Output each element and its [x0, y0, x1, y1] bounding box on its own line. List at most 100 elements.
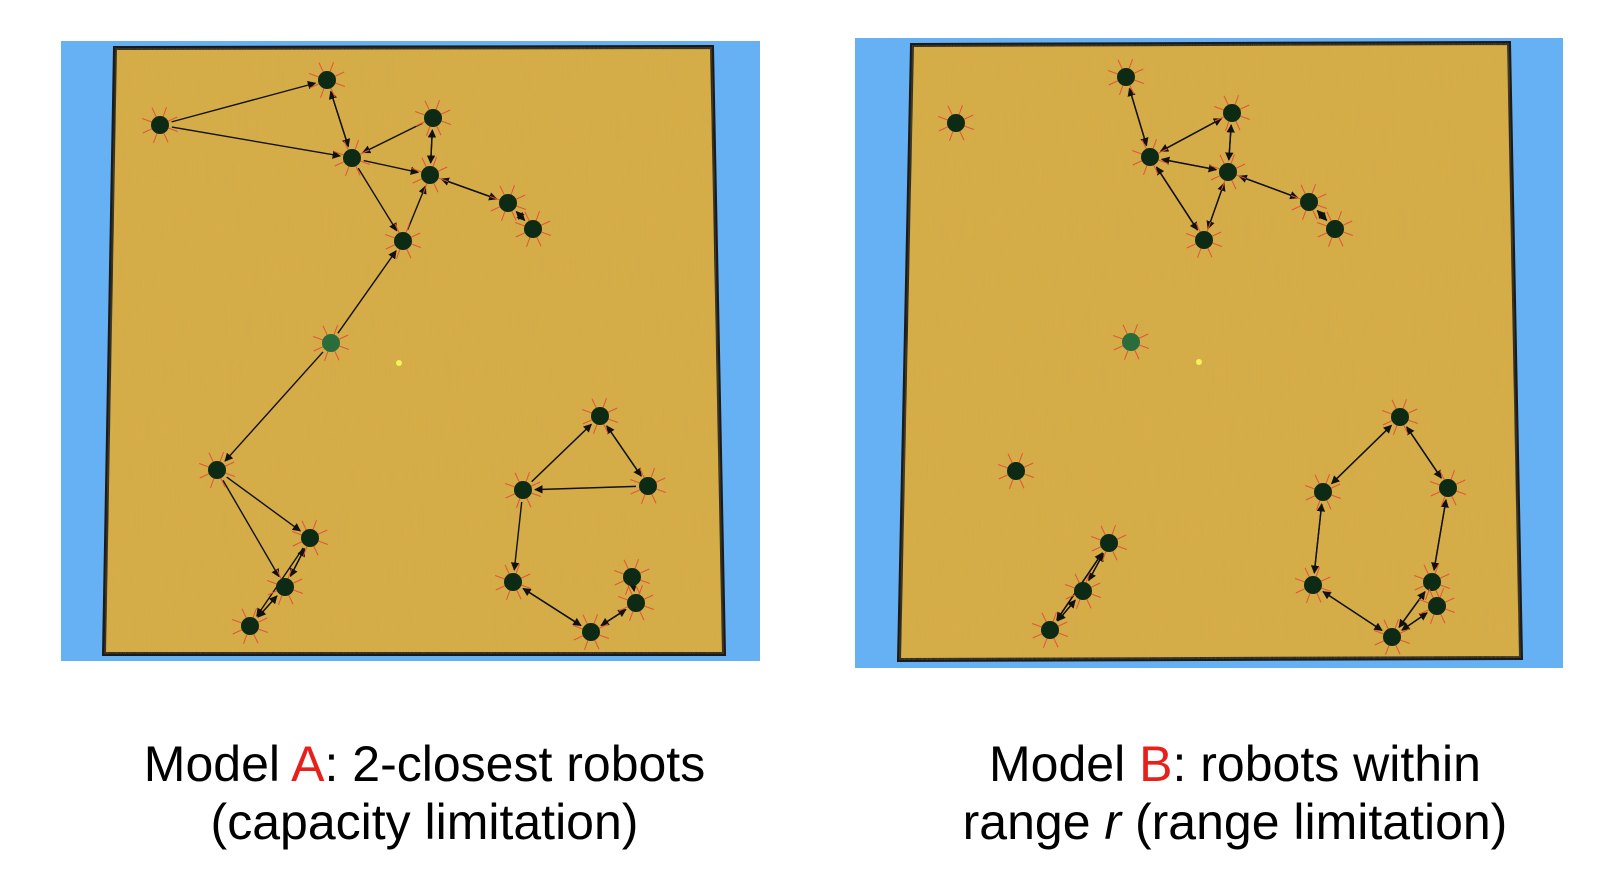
- robot-body: [1423, 573, 1441, 591]
- robot-body: [241, 617, 259, 635]
- robot-body: [318, 71, 336, 89]
- floor-grain-b: [899, 43, 1521, 660]
- robot: [1413, 563, 1451, 601]
- robot: [514, 210, 552, 248]
- robot-body: [1300, 193, 1318, 211]
- robot-body: [1117, 68, 1135, 86]
- robot-body: [1428, 597, 1446, 615]
- link-arrow: [531, 423, 592, 483]
- caption-b-prefix: Model: [989, 736, 1140, 792]
- robot: [494, 563, 532, 601]
- robot: [617, 584, 655, 622]
- robot-body: [1304, 576, 1322, 594]
- link-arrow: [1331, 424, 1393, 485]
- caption-b-line2-before: range: [962, 794, 1105, 850]
- link-arrow: [1406, 426, 1442, 479]
- caption-a-letter: A: [291, 736, 325, 792]
- link-arrow: [515, 211, 526, 221]
- link-arrow: [606, 425, 642, 477]
- caption-b-line2: range r (range limitation): [855, 793, 1614, 851]
- caption-b-suffix: : robots within: [1172, 736, 1481, 792]
- robot: [1131, 138, 1169, 176]
- robot: [312, 324, 350, 362]
- robot-body: [623, 568, 641, 586]
- link-arrow: [1155, 166, 1199, 231]
- robot: [937, 104, 975, 142]
- robot: [504, 471, 542, 509]
- robot-body: [1122, 333, 1140, 351]
- robot-body: [582, 623, 600, 641]
- robot-body: [208, 461, 226, 479]
- link-arrow: [1160, 156, 1217, 171]
- robot: [308, 61, 346, 99]
- robot-body: [1391, 408, 1409, 426]
- link-arrow: [357, 167, 398, 232]
- link-arrow: [522, 587, 582, 627]
- robot: [1418, 587, 1456, 625]
- robot-body: [421, 166, 439, 184]
- caption-a-line2: (capacity limitation): [210, 794, 639, 850]
- robot-body: [394, 232, 412, 250]
- robot-body: [301, 529, 319, 547]
- robot-body: [1219, 163, 1237, 181]
- link-arrow: [1160, 118, 1223, 152]
- robot: [333, 139, 371, 177]
- edges-a: [171, 81, 642, 627]
- target-dot: [396, 360, 402, 366]
- robot: [1112, 323, 1150, 361]
- robot-body: [343, 149, 361, 167]
- robot: [198, 451, 236, 489]
- link-arrow: [363, 159, 420, 175]
- caption-model-a: Model A: 2-closest robots (capacity limi…: [61, 735, 788, 851]
- robot: [629, 467, 667, 505]
- robot-body: [1223, 104, 1241, 122]
- link-arrow: [534, 485, 637, 494]
- robot-body: [151, 116, 169, 134]
- robot: [581, 397, 619, 435]
- link-arrow: [171, 81, 317, 123]
- robot: [414, 99, 452, 137]
- caption-a-prefix: Model: [143, 736, 292, 792]
- robot-body: [1007, 462, 1025, 480]
- robot-body: [524, 220, 542, 238]
- robot: [1209, 153, 1247, 191]
- link-arrow: [1322, 591, 1383, 631]
- robot-body: [276, 578, 294, 596]
- link-arrow: [224, 351, 324, 462]
- robot: [384, 222, 422, 260]
- caption-a-line1: Model A: 2-closest robots: [61, 735, 788, 793]
- robot-body: [514, 481, 532, 499]
- robot-body: [1074, 582, 1092, 600]
- floor-grain-a: [104, 47, 724, 654]
- link-arrow: [1226, 124, 1235, 161]
- link-arrow: [1127, 87, 1148, 146]
- link-arrow: [1313, 503, 1326, 574]
- target-dot: [1196, 359, 1202, 365]
- robot: [411, 156, 449, 194]
- link-arrow: [171, 126, 342, 159]
- robot: [1429, 469, 1467, 507]
- robot: [231, 607, 269, 645]
- link-arrow: [362, 122, 423, 154]
- link-arrow: [427, 129, 437, 164]
- robot-body: [1314, 483, 1332, 501]
- robot-body: [1100, 534, 1118, 552]
- robot: [141, 106, 179, 144]
- robot-body: [639, 477, 657, 495]
- arena-b: [896, 40, 1524, 663]
- robot: [1107, 58, 1145, 96]
- caption-b-line2-after: (range limitation): [1121, 794, 1508, 850]
- robot-body: [1141, 148, 1159, 166]
- robot: [1294, 566, 1332, 604]
- robot-body: [499, 194, 517, 212]
- link-arrow: [337, 250, 397, 334]
- robot: [1316, 210, 1354, 248]
- robot: [1304, 473, 1342, 511]
- robot: [997, 452, 1035, 490]
- robot-body: [591, 407, 609, 425]
- robots-a: [141, 61, 667, 651]
- robot: [291, 519, 329, 557]
- link-arrow: [1206, 183, 1225, 230]
- robot-body: [322, 334, 340, 352]
- link-arrow: [600, 608, 627, 627]
